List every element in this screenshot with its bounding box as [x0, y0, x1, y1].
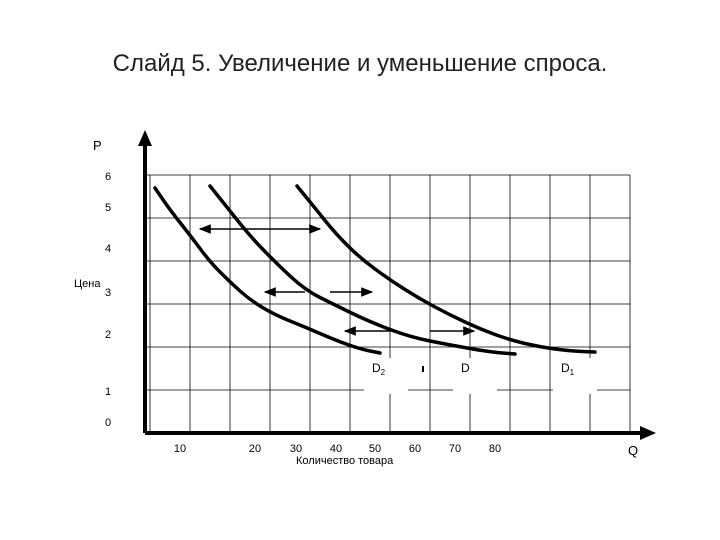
curve-d2 — [153, 186, 382, 355]
slide-title: Слайд 5. Увеличение и уменьшение спроса. — [112, 50, 608, 77]
x-tick-label: 20 — [249, 443, 261, 455]
curve-label-bg — [364, 358, 408, 394]
x-tick-label: 30 — [290, 443, 302, 455]
y-tick-label: 1 — [105, 386, 111, 398]
x-axis-letter: Q — [628, 443, 638, 458]
demand-curves: D2 D D1 — [153, 184, 597, 394]
x-tick-label: 60 — [409, 443, 421, 455]
x-axis-arrowhead — [640, 426, 656, 440]
shift-arrows — [198, 224, 476, 336]
curve-d — [208, 184, 517, 356]
y-tick-label: 2 — [105, 329, 111, 341]
y-axis-label: Цена — [74, 278, 101, 290]
curve-label-d2: D2 — [372, 361, 386, 377]
y-axis-arrowhead — [138, 130, 152, 146]
y-tick-label: 3 — [105, 287, 111, 299]
x-tick-label: 10 — [174, 443, 186, 455]
axes — [138, 130, 656, 440]
x-axis-label: Количество товара — [296, 455, 394, 467]
y-tick-label: 4 — [105, 243, 111, 255]
y-axis-letter: P — [93, 138, 102, 153]
y-tick-label: 0 — [105, 417, 111, 429]
labels: P Q Цена Количество товара — [74, 138, 638, 467]
curve-label-d1: D1 — [561, 361, 575, 377]
y-tick-label: 6 — [105, 171, 111, 183]
x-tick-label: 50 — [369, 443, 381, 455]
grid: 0 1 2 3 4 5 6 10 20 30 40 50 60 70 80 — [105, 171, 631, 455]
x-tick-label: 80 — [489, 443, 501, 455]
y-tick-label: 5 — [105, 202, 111, 214]
curve-label-bg — [553, 358, 597, 394]
curve-label-d: D — [461, 361, 470, 375]
x-tick-label: 70 — [449, 443, 461, 455]
x-tick-label: 40 — [330, 443, 342, 455]
curve-d1 — [295, 184, 597, 354]
curve-label-bg — [453, 358, 497, 394]
